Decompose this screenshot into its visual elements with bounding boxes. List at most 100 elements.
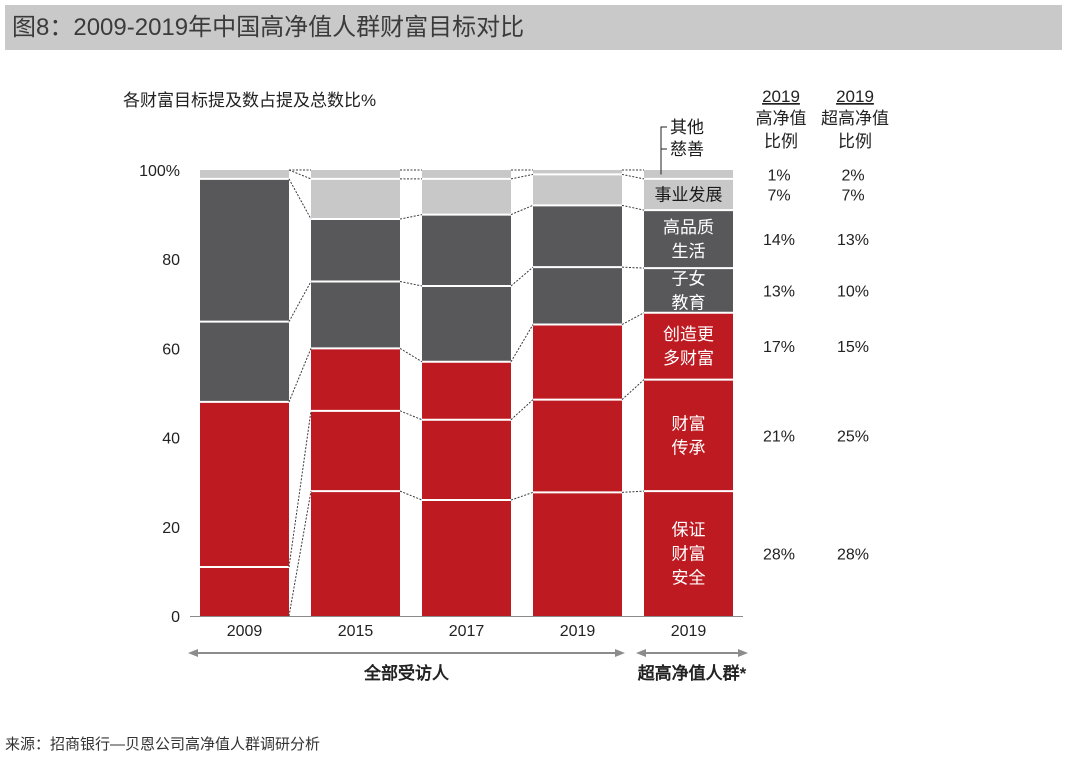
connector-line: [399, 347, 423, 363]
connector-line: [621, 379, 645, 400]
connector-line: [288, 410, 312, 568]
connector-line: [288, 178, 312, 220]
share-col-header: 高净值: [756, 109, 807, 128]
group-label: 超高净值人群*: [638, 663, 747, 683]
bar-segment: [311, 170, 400, 179]
share-col-year: 2019: [762, 87, 800, 106]
connector-line: [288, 491, 312, 617]
bar-segment: [533, 267, 622, 325]
share-value: 7%: [841, 188, 864, 205]
segment-label: 财富: [672, 414, 706, 433]
connector-line: [621, 312, 645, 325]
bar-segment: [422, 285, 511, 362]
x-tick-label: 2019: [671, 623, 707, 640]
bar-segment: [422, 419, 511, 501]
bar-segment: [644, 178, 733, 211]
connector-line: [399, 410, 423, 421]
segment-label: 保证: [672, 521, 706, 540]
segment-label: 传承: [672, 438, 706, 457]
segment-label: 子女: [672, 269, 706, 288]
connector-line: [288, 281, 312, 322]
y-tick-label: 80: [162, 252, 180, 269]
connector-line: [621, 204, 645, 211]
bar-segment: [311, 178, 400, 220]
arrow-left-icon: [636, 649, 646, 657]
y-axis-caption: 各财富目标提及数占提及总数比%: [123, 91, 376, 110]
connector-line: [510, 204, 534, 216]
segment-label: 多财富: [663, 349, 714, 368]
bar-segment: [533, 170, 622, 175]
bar-segment: [422, 361, 511, 420]
bar-segment: [533, 492, 622, 616]
connector-line: [510, 399, 534, 421]
segment-label: 财富: [672, 545, 706, 564]
bar-segment: [311, 491, 400, 616]
segment-label: 高品质: [663, 218, 714, 237]
connector-line: [510, 491, 534, 501]
source-note: 来源：招商银行—贝恩公司高净值人群调研分析: [5, 736, 321, 753]
share-col-header: 超高净值: [821, 109, 889, 128]
group-label: 全部受访人: [363, 663, 450, 683]
x-tick-label: 2015: [338, 623, 374, 640]
bar-segment: [200, 566, 289, 616]
share-col-header: 比例: [838, 132, 872, 151]
share-value: 15%: [837, 339, 869, 356]
segment-callout-label: 慈善: [670, 140, 704, 159]
y-tick-label: 60: [162, 341, 180, 358]
bar-segment: [200, 178, 289, 322]
segment-label: 教育: [672, 293, 706, 312]
share-col-year: 2019: [836, 87, 874, 106]
bar-segment: [644, 379, 733, 492]
share-value: 14%: [763, 232, 795, 249]
bar-segment: [533, 205, 622, 268]
segment-label: 安全: [672, 569, 706, 588]
connector-line: [399, 490, 423, 501]
share-value: 1%: [767, 167, 790, 184]
bar-segment: [200, 170, 289, 179]
figure-title: 图8：2009-2019年中国高净值人群财富目标对比: [12, 14, 525, 41]
bar-segment: [644, 312, 733, 380]
bar-segment: [533, 399, 622, 493]
connector-line: [399, 214, 423, 220]
bar-segment: [422, 178, 511, 215]
y-tick-label: 0: [171, 609, 180, 626]
arrow-left-icon: [188, 649, 198, 657]
share-value: 13%: [837, 232, 869, 249]
bar-segment: [311, 219, 400, 282]
bar-segment: [311, 281, 400, 349]
y-tick-label: 20: [162, 520, 180, 537]
bar-segment: [422, 500, 511, 616]
connector-line: [510, 324, 534, 363]
share-value: 28%: [837, 547, 869, 564]
share-value: 25%: [837, 428, 869, 445]
connector-line: [621, 173, 645, 180]
share-value: 17%: [763, 339, 795, 356]
share-col-header: 比例: [764, 132, 798, 151]
bar-segment: [644, 268, 733, 313]
bar-segment: [200, 401, 289, 567]
bar-segment: [200, 321, 289, 402]
bar-segment: [311, 348, 400, 411]
connector-line: [399, 281, 423, 287]
share-value: 28%: [763, 547, 795, 564]
bar-segment: [422, 170, 511, 179]
bar-segment: [533, 324, 622, 400]
x-tick-label: 2017: [449, 623, 485, 640]
arrow-right-icon: [738, 649, 748, 657]
bar-segment: [644, 491, 733, 616]
bar-segment: [644, 170, 733, 179]
bar-segment: [311, 410, 400, 492]
connector-line: [288, 169, 312, 180]
bar-segment: [644, 210, 733, 269]
share-value: 13%: [763, 283, 795, 300]
figure-title-bar: 图8：2009-2019年中国高净值人群财富目标对比: [5, 5, 1062, 50]
share-value: 10%: [837, 283, 869, 300]
y-tick-label: 40: [162, 431, 180, 448]
callout-bracket: [660, 126, 667, 175]
x-tick-label: 2019: [560, 623, 596, 640]
segment-callout-label: 其他: [670, 118, 704, 137]
arrow-right-icon: [615, 649, 625, 657]
connector-line: [510, 173, 534, 180]
